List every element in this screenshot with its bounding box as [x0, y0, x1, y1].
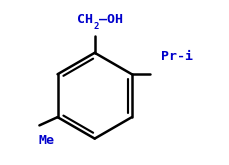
Text: Pr-i: Pr-i	[161, 50, 193, 63]
Text: CH: CH	[77, 13, 93, 26]
Text: Me: Me	[39, 134, 55, 147]
Text: —OH: —OH	[99, 13, 123, 26]
Text: 2: 2	[94, 22, 99, 31]
